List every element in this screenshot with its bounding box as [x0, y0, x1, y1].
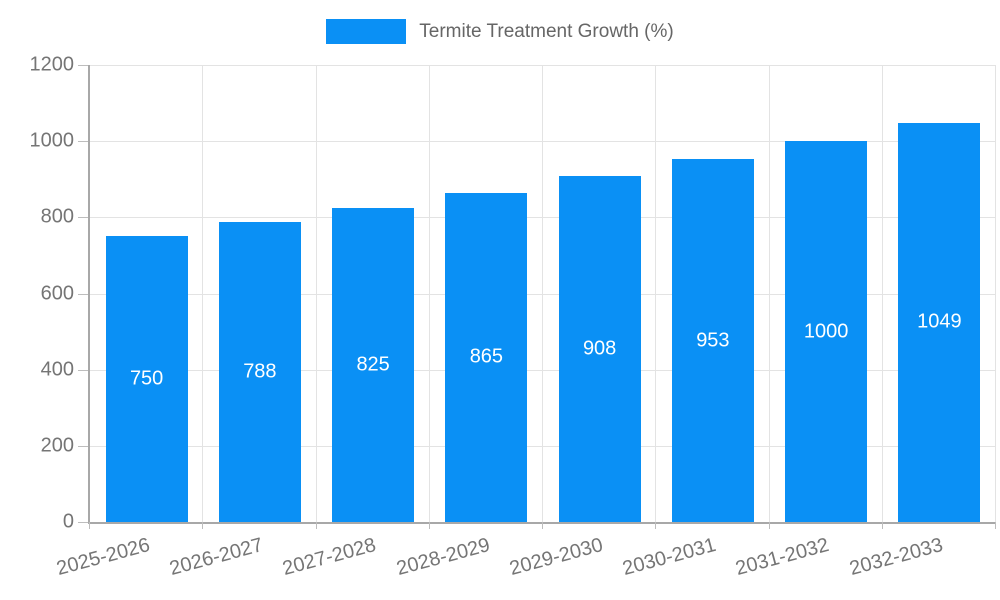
- x-tick-label: 2032-2033: [846, 534, 946, 581]
- y-tick-mark: [78, 369, 88, 371]
- y-tick-label: 400: [40, 358, 74, 381]
- x-tick-mark: [315, 522, 317, 529]
- x-gridline: [995, 65, 996, 522]
- y-tick-label: 800: [40, 205, 74, 228]
- y-tick-mark: [78, 141, 88, 143]
- bar: 825: [332, 207, 415, 522]
- y-tick-label: 1200: [29, 53, 75, 76]
- bar-value-label: 788: [243, 360, 277, 383]
- legend[interactable]: Termite Treatment Growth (%): [0, 19, 1000, 44]
- x-tick-label: 2026-2027: [167, 534, 266, 581]
- y-tick-mark: [78, 65, 88, 66]
- x-gridline: [655, 65, 657, 522]
- x-gridline: [881, 65, 883, 522]
- x-tick-label: 2029-2030: [507, 534, 606, 581]
- bar-value-label: 1000: [803, 320, 849, 343]
- x-tick-mark: [995, 522, 996, 529]
- x-tick-mark: [768, 522, 770, 529]
- plot-area: 0 200 400 600 800 1000 1200 750 2025-2026 788 2026…: [30, 54, 996, 580]
- bar: 750: [105, 236, 188, 522]
- y-tick-label: 1000: [29, 129, 75, 152]
- x-tick-mark: [89, 522, 90, 529]
- y-tick-mark: [78, 217, 88, 219]
- x-tick-mark: [542, 522, 543, 529]
- legend-swatch: [326, 19, 407, 44]
- x-gridline: [202, 65, 204, 522]
- x-tick-mark: [655, 522, 657, 529]
- bar-value-label: 865: [469, 345, 504, 368]
- bar-value-label: 1049: [917, 310, 962, 333]
- y-tick-mark: [78, 293, 88, 295]
- legend-label: Termite Treatment Growth (%): [419, 20, 674, 42]
- y-tick-label: 0: [62, 510, 74, 533]
- y-gridline: [90, 217, 996, 219]
- y-gridline: [90, 65, 996, 66]
- x-tick-mark: [202, 522, 204, 529]
- x-tick-label: 2025-2026: [54, 534, 153, 581]
- y-tick-mark: [78, 445, 88, 447]
- bar: 908: [558, 176, 641, 522]
- x-tick-label: 2031-2032: [733, 534, 832, 581]
- bar-value-label: 953: [696, 329, 730, 352]
- bar: 953: [671, 159, 754, 522]
- bar-value-label: 750: [129, 367, 164, 390]
- x-tick-label: 2028-2029: [393, 534, 493, 581]
- bar: 865: [445, 192, 528, 522]
- y-gridline: [90, 369, 996, 371]
- y-gridline: [90, 445, 996, 447]
- bar: 1049: [898, 122, 981, 522]
- y-tick-label: 600: [40, 282, 74, 304]
- bar-value-label: 825: [356, 353, 390, 376]
- bar-value-label: 908: [582, 337, 617, 360]
- x-tick-label: 2030-2031: [620, 534, 719, 581]
- x-gridline: [315, 65, 317, 522]
- x-gridline: [768, 65, 770, 522]
- y-gridline: [90, 293, 996, 295]
- bar: 1000: [785, 141, 868, 522]
- x-tick-mark: [428, 522, 430, 529]
- x-gridline: [428, 65, 430, 522]
- y-tick-mark: [78, 522, 88, 523]
- x-tick-mark: [881, 522, 883, 529]
- x-gridline: [542, 65, 543, 522]
- x-tick-label: 2027-2028: [280, 534, 379, 581]
- bar: 788: [218, 221, 301, 522]
- y-gridline: [90, 141, 996, 143]
- y-tick-label: 200: [40, 434, 74, 457]
